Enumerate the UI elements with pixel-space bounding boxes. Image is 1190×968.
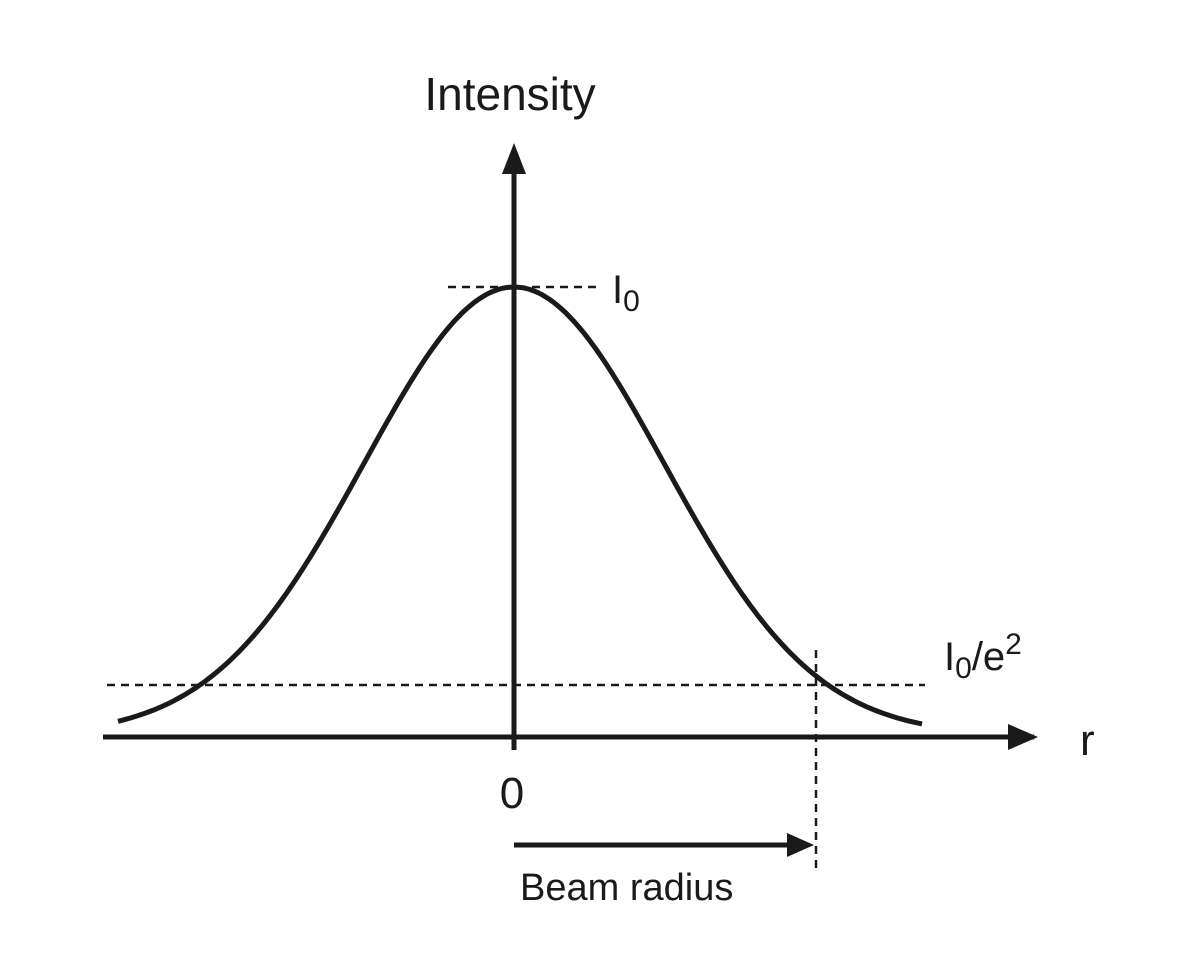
- beam-radius-label: Beam radius: [520, 867, 733, 909]
- threshold-level-subscript: 0: [955, 652, 972, 685]
- origin-label: 0: [500, 769, 524, 818]
- x-axis-label: r: [1080, 716, 1095, 765]
- threshold-level-superscript: 2: [1005, 628, 1022, 661]
- threshold-level-label: I0/e2: [944, 628, 1022, 685]
- threshold-level-symbol: I: [944, 635, 955, 679]
- threshold-level-suffix: /e: [972, 635, 1005, 679]
- peak-level-subscript: 0: [623, 285, 640, 318]
- r-axis-arrow: [1008, 724, 1038, 750]
- beam-radius-arrowhead: [787, 833, 814, 857]
- gaussian-curve: [117, 284, 923, 727]
- peak-level-label: I0: [612, 268, 640, 318]
- y-axis-label: Intensity: [424, 68, 595, 120]
- peak-level-symbol: I: [612, 268, 623, 312]
- intensity-axis-arrow: [502, 143, 526, 174]
